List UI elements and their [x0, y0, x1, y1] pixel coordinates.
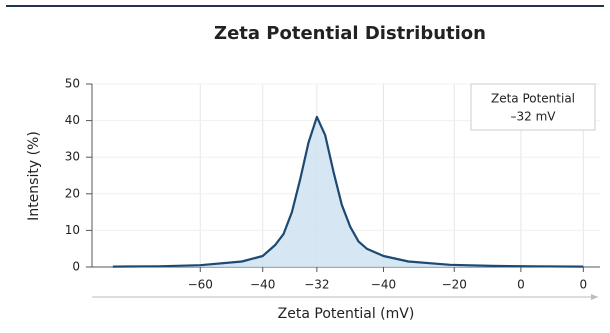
x-tick-label: −40 — [250, 278, 275, 292]
y-tick-label: 0 — [72, 260, 80, 274]
area-fill — [112, 116, 584, 268]
annotation-text: –32 mV — [511, 110, 557, 124]
x-axis-label: Zeta Potential (mV) — [278, 306, 415, 322]
x-tick-label: −20 — [442, 278, 467, 292]
y-axis-label: Intensity (%) — [26, 131, 42, 221]
arrow-head — [591, 294, 598, 300]
annotation-box — [470, 83, 596, 131]
y-tick-label: 20 — [65, 186, 80, 200]
x-tick-label: −40 — [371, 278, 396, 292]
x-tick-label: −32 — [304, 278, 329, 292]
x-tick-label: 0 — [517, 278, 525, 292]
y-tick-label: 30 — [65, 150, 80, 164]
x-tick-label: −60 — [188, 278, 213, 292]
y-tick-label: 50 — [65, 77, 80, 91]
y-tick-label: 10 — [65, 223, 80, 237]
x-tick-label: 0 — [580, 278, 588, 292]
chart-title: Zeta Potential Distribution — [214, 23, 486, 44]
series-line — [112, 115, 584, 268]
y-tick-label: 40 — [65, 113, 80, 127]
annotation-title: Zeta Potential — [491, 92, 575, 106]
